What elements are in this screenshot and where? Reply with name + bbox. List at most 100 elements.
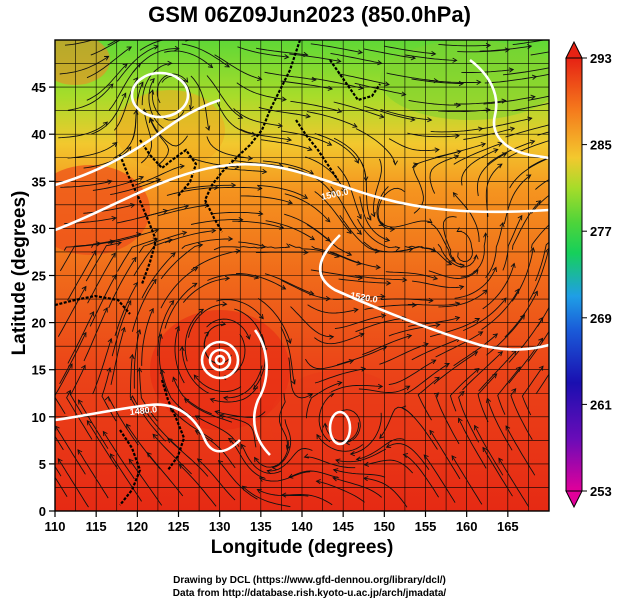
streamline	[357, 218, 400, 249]
streamline	[236, 82, 287, 101]
y-tick-label: 15	[32, 363, 46, 378]
credit-data: Data from http://database.rish.kyoto-u.a…	[172, 588, 447, 599]
streamline-arrow	[217, 459, 224, 466]
streamline	[55, 476, 68, 497]
streamline	[511, 247, 534, 302]
streamline	[333, 101, 384, 118]
streamline	[463, 127, 515, 140]
streamline-arrow	[384, 81, 390, 87]
streamline	[215, 410, 266, 419]
streamline-arrow	[104, 55, 110, 61]
streamline	[55, 425, 86, 475]
streamline	[257, 184, 308, 199]
streamline	[167, 438, 209, 477]
streamline	[55, 363, 73, 415]
streamline-arrow	[109, 453, 115, 459]
streamline-arrow	[492, 333, 499, 339]
streamline	[242, 485, 291, 508]
streamline	[454, 267, 497, 299]
streamline-arrow	[335, 458, 341, 464]
streamline-arrow	[517, 214, 523, 221]
streamline-arrow	[498, 457, 504, 463]
streamline	[521, 365, 544, 416]
streamline	[160, 244, 203, 280]
streamline-arrow	[452, 57, 458, 63]
credit-drawing: Drawing by DCL (https://www.gfd-dennou.o…	[173, 575, 446, 586]
streamline-arrow	[485, 397, 492, 403]
streamline	[59, 332, 87, 385]
streamline	[417, 376, 440, 421]
streamline	[110, 327, 125, 385]
streamline-arrow	[480, 142, 487, 148]
streamline-arrow	[149, 307, 154, 314]
streamline-arrow	[107, 337, 113, 344]
hokkaido-coast	[329, 59, 381, 102]
streamline	[505, 425, 536, 476]
streamline-arrow	[204, 331, 210, 337]
streamline	[438, 43, 491, 47]
streamline-arrow	[356, 213, 362, 220]
streamline-arrow	[454, 316, 461, 322]
streamline-arrow	[394, 246, 401, 252]
streamline-arrow	[428, 297, 434, 304]
streamline-arrow	[453, 154, 460, 160]
streamline-arrow	[189, 105, 194, 111]
streamline	[83, 307, 108, 362]
streamline	[314, 333, 364, 345]
streamline	[330, 251, 381, 268]
streamline	[234, 308, 266, 352]
streamline-arrow	[450, 256, 456, 262]
streamline	[214, 54, 262, 80]
south-china-coast	[55, 294, 131, 315]
streamline	[536, 73, 549, 78]
streamline-arrow	[336, 108, 343, 114]
streamline-arrow	[149, 117, 154, 123]
streamline-arrow	[257, 75, 263, 82]
streamline-arrow	[378, 221, 385, 226]
x-tick-label: 125	[168, 519, 190, 534]
streamline-arrow	[384, 237, 391, 243]
streamline-arrow	[252, 384, 259, 390]
streamline	[219, 414, 257, 448]
streamline	[231, 159, 283, 167]
streamline-arrow	[474, 368, 480, 373]
china-coast	[118, 154, 158, 285]
streamline-arrow	[406, 333, 413, 339]
streamline	[505, 124, 549, 138]
streamline	[388, 324, 440, 337]
streamline-arrow	[102, 430, 108, 437]
streamline-arrow	[340, 187, 346, 194]
streamline	[355, 128, 396, 165]
streamline	[164, 282, 198, 329]
contour-label: 1520.0	[350, 290, 379, 305]
streamline-arrow	[285, 444, 291, 451]
streamline	[423, 454, 456, 503]
streamline-arrow	[434, 376, 440, 382]
streamline-arrow	[389, 226, 396, 232]
streamline	[461, 69, 514, 73]
colorbar-tick-label: 269	[590, 311, 612, 326]
contour-label: 1480.0	[129, 404, 157, 417]
streamline	[527, 95, 549, 101]
streamline-arrow	[327, 85, 334, 91]
x-tick-label: 160	[456, 519, 478, 534]
streamline-arrow	[444, 362, 450, 368]
streamline	[482, 263, 515, 310]
streamline	[102, 431, 135, 480]
streamline	[364, 304, 417, 310]
streamline-arrow	[474, 318, 481, 323]
streamline	[354, 275, 407, 281]
streamline	[141, 308, 154, 366]
streamline-arrow	[175, 325, 180, 331]
low-center-contour	[130, 71, 190, 119]
streamline-arrow	[482, 446, 488, 453]
streamline-arrow	[336, 58, 342, 64]
streamline-arrow	[530, 94, 536, 100]
streamline-arrow	[66, 389, 71, 396]
streamline-arrow	[247, 155, 254, 161]
colorbar-tick-label: 285	[590, 138, 612, 153]
streamline	[362, 335, 412, 356]
streamline-arrow	[111, 215, 117, 222]
y-tick-label: 20	[32, 316, 46, 331]
streamline-arrow	[254, 456, 259, 463]
